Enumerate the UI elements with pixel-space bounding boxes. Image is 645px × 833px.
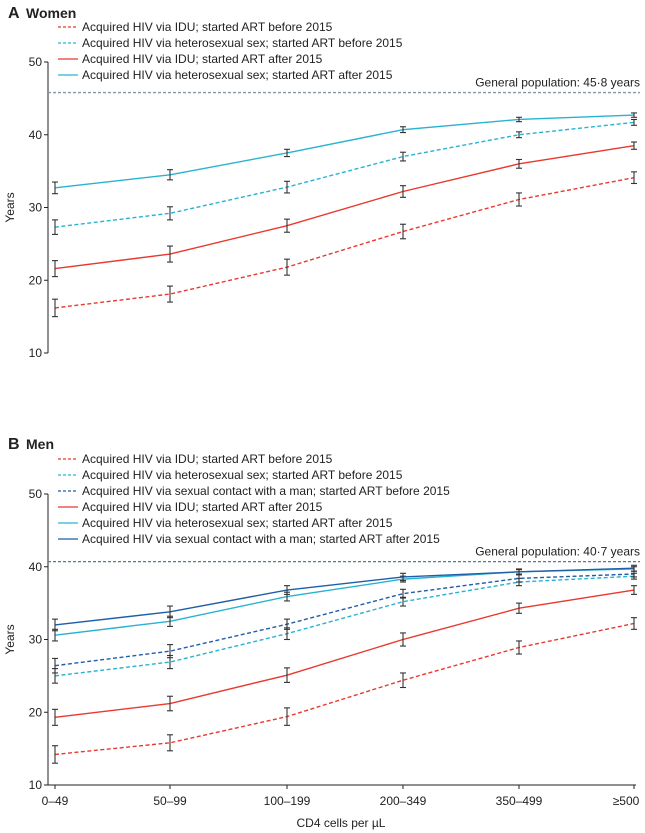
x-tick-label: 200–349 bbox=[380, 794, 427, 808]
series-line bbox=[54, 121, 635, 228]
y-tick-label: 20 bbox=[29, 273, 43, 287]
panel-letter: B bbox=[8, 436, 20, 453]
legend-label: Acquired HIV via sexual contact with a m… bbox=[82, 484, 450, 498]
legend-label: Acquired HIV via IDU; started ART after … bbox=[82, 52, 323, 66]
series-line bbox=[54, 176, 635, 309]
y-tick-label: 40 bbox=[29, 128, 43, 142]
x-tick-label: 100–199 bbox=[264, 794, 311, 808]
series-line bbox=[54, 573, 635, 667]
panel-title: Men bbox=[26, 436, 54, 452]
y-tick-label: 30 bbox=[29, 201, 43, 215]
y-tick-label: 40 bbox=[29, 560, 43, 574]
y-tick-label: 50 bbox=[29, 55, 43, 69]
y-axis-label: Years bbox=[3, 624, 17, 654]
reference-label: General population: 40·7 years bbox=[475, 545, 640, 559]
x-tick-label: 0–49 bbox=[42, 794, 69, 808]
legend-label: Acquired HIV via IDU; started ART before… bbox=[82, 20, 333, 34]
x-tick-label: ≥500 bbox=[613, 794, 640, 808]
panel-title: Women bbox=[26, 5, 76, 21]
y-tick-label: 50 bbox=[29, 487, 43, 501]
y-tick-label: 20 bbox=[29, 705, 43, 719]
series-line bbox=[54, 568, 635, 636]
series-line bbox=[54, 144, 635, 270]
x-tick-label: 350–499 bbox=[496, 794, 543, 808]
legend-label: Acquired HIV via heterosexual sex; start… bbox=[82, 468, 403, 482]
legend-label: Acquired HIV via IDU; started ART after … bbox=[82, 500, 323, 514]
reference-label: General population: 45·8 years bbox=[475, 76, 640, 90]
y-tick-label: 10 bbox=[29, 346, 43, 360]
series-line bbox=[54, 114, 635, 189]
panel-letter: A bbox=[8, 5, 20, 22]
series-line bbox=[54, 575, 635, 677]
legend-label: Acquired HIV via heterosexual sex; start… bbox=[82, 516, 393, 530]
legend-label: Acquired HIV via heterosexual sex; start… bbox=[82, 36, 403, 50]
y-tick-label: 30 bbox=[29, 633, 43, 647]
y-tick-label: 10 bbox=[29, 778, 43, 792]
series-line bbox=[54, 567, 635, 626]
legend-label: Acquired HIV via IDU; started ART before… bbox=[82, 452, 333, 466]
series-line bbox=[54, 622, 635, 756]
x-axis-label: CD4 cells per µL bbox=[297, 816, 386, 830]
series-line bbox=[54, 589, 635, 719]
legend-label: Acquired HIV via sexual contact with a m… bbox=[82, 532, 440, 546]
y-axis-label: Years bbox=[3, 192, 17, 222]
x-tick-label: 50–99 bbox=[153, 794, 187, 808]
legend-label: Acquired HIV via heterosexual sex; start… bbox=[82, 68, 393, 82]
